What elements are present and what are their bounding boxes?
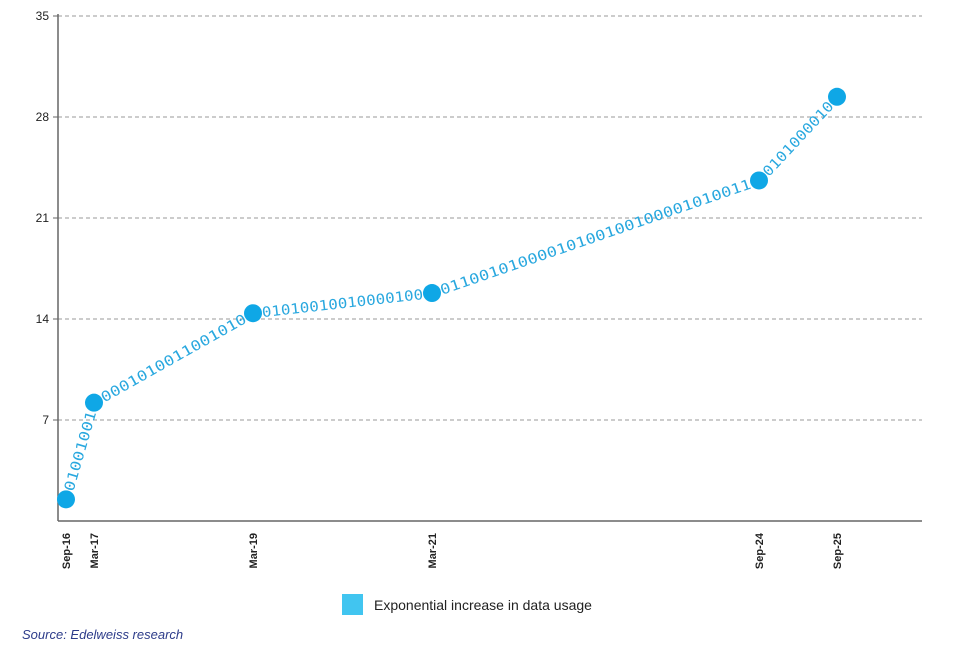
- y-tick-labels: 7 14 21 28 35: [36, 9, 50, 427]
- legend: Exponential increase in data usage: [342, 594, 592, 615]
- x-tick-labels: Sep-16 Mar-17 Mar-19 Mar-21 Sep-24 Sep-25: [61, 532, 844, 569]
- segment-binary-label: 01100101000010100100100001010011: [438, 177, 753, 299]
- y-tick-label: 14: [36, 312, 50, 326]
- segment-binary-label: 01010010010000100: [261, 287, 424, 321]
- x-tick-label: Mar-17: [89, 533, 101, 568]
- legend-swatch: [342, 594, 363, 615]
- y-tick-label: 7: [42, 413, 49, 427]
- x-tick-label: Sep-24: [754, 532, 766, 569]
- data-point: [423, 284, 441, 303]
- data-points: [57, 87, 846, 509]
- data-point: [750, 171, 768, 190]
- axes: [53, 14, 922, 522]
- y-tick-label: 35: [36, 9, 50, 23]
- grid-lines: [58, 15, 922, 421]
- data-point: [57, 490, 75, 509]
- data-point: [85, 393, 103, 412]
- segment-binary-label: 0001010011001010: [98, 312, 249, 407]
- legend-label: Exponential increase in data usage: [374, 596, 592, 613]
- x-tick-label: Mar-19: [248, 533, 260, 568]
- y-tick-label: 28: [36, 110, 50, 124]
- x-tick-label: Sep-16: [61, 533, 73, 569]
- segment-binary-label: 0101000010: [760, 99, 837, 180]
- data-point: [244, 304, 262, 323]
- y-tick-label: 21: [36, 211, 50, 225]
- x-tick-label: Sep-25: [832, 533, 844, 569]
- segment-binary-label: 01001001: [62, 409, 100, 493]
- source-note: Source: Edelweiss research: [22, 627, 184, 642]
- x-tick-label: Mar-21: [427, 533, 439, 568]
- data-point: [828, 87, 846, 106]
